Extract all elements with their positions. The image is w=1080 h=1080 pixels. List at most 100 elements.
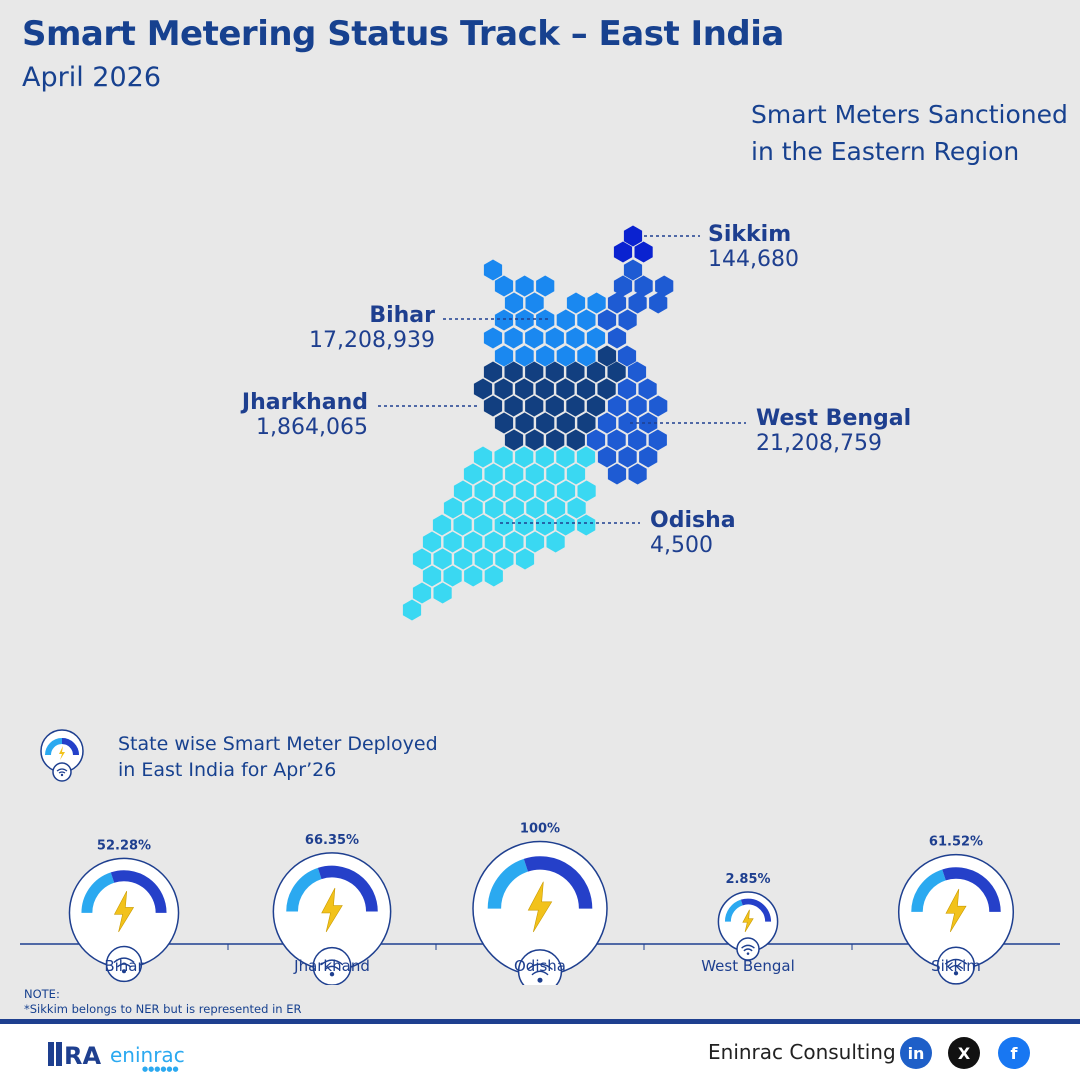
gauge-odisha: [472, 840, 608, 985]
hex-odisha: [473, 446, 493, 468]
hex-odisha: [566, 463, 586, 485]
hex-odisha: [433, 582, 452, 604]
gauge-jharkhand: [272, 852, 392, 985]
hex-odisha: [484, 565, 503, 587]
gauge-arc-light: [911, 869, 947, 913]
brand-name: Eninrac Consulting: [708, 1040, 896, 1064]
hex-jharkhand: [494, 378, 513, 400]
hex-odisha: [485, 497, 504, 519]
wifi-icon: [944, 958, 968, 970]
hex-jharkhand: [586, 361, 606, 383]
hex-odisha: [422, 531, 442, 553]
linkedin-icon[interactable]: in: [900, 1037, 932, 1069]
hex-bihar: [556, 309, 575, 331]
hex-odisha: [495, 480, 514, 502]
hex-jharkhand: [525, 429, 544, 451]
hex-west-bengal: [618, 309, 637, 331]
x-icon[interactable]: X: [948, 1037, 980, 1069]
hex-bihar: [515, 275, 534, 297]
hex-odisha: [505, 497, 524, 519]
hex-odisha: [402, 599, 422, 621]
hex-west-bengal: [617, 345, 637, 367]
note-label: NOTE:: [24, 987, 60, 1001]
hex-jharkhand: [546, 429, 565, 451]
hex-west-bengal: [638, 378, 657, 400]
gauge-bihar: [68, 857, 180, 983]
footer-bar: [0, 1019, 1080, 1080]
page-subtitle: April 2026: [22, 62, 162, 93]
hex-odisha: [443, 565, 462, 587]
hex-bihar: [536, 275, 555, 297]
hex-odisha: [432, 514, 452, 536]
gauge-arc-dark: [110, 870, 167, 914]
label-jharkhand: Jharkhand 1,864,065: [242, 390, 368, 440]
hex-jharkhand: [515, 412, 534, 434]
hex-sikkim: [613, 241, 633, 263]
facebook-icon[interactable]: f: [998, 1037, 1030, 1069]
hex-jharkhand: [586, 395, 606, 417]
hex-bihar: [525, 292, 544, 314]
state-name: Bihar: [369, 303, 435, 328]
hex-jharkhand: [525, 361, 544, 383]
hex-odisha: [495, 548, 514, 570]
gauge-arc-dark: [523, 856, 593, 909]
hex-sikkim: [623, 225, 643, 247]
hex-west-bengal: [617, 378, 637, 400]
hex-jharkhand: [545, 395, 564, 417]
hex-bihar: [504, 327, 523, 349]
svg-text:●●●●●●: ●●●●●●: [142, 1065, 179, 1072]
wifi-dot: [121, 969, 127, 974]
hex-bihar: [586, 327, 606, 349]
data-label: 66.35%: [305, 833, 359, 848]
hex-odisha: [526, 497, 545, 519]
gauge-west-bengal: [717, 891, 779, 961]
hex-west-bengal: [618, 412, 637, 434]
hex-odisha: [515, 548, 535, 570]
hex-west-bengal: [597, 309, 617, 331]
hex-odisha: [535, 446, 554, 468]
hex-odisha: [412, 582, 432, 604]
wifi-icon: [320, 959, 344, 971]
wifi-dot: [746, 952, 750, 955]
eninrac-logo: RA eninrac ●●●●●●: [48, 1042, 185, 1072]
hex-odisha: [464, 531, 483, 553]
hex-bihar: [515, 309, 534, 331]
hex-west-bengal: [649, 395, 668, 417]
hex-west-bengal: [628, 429, 647, 451]
category-label: Bihar: [104, 957, 144, 975]
gauge-arc-light: [487, 858, 529, 909]
wifi-badge: [517, 949, 563, 985]
hex-odisha: [515, 446, 534, 468]
hex-odisha: [443, 531, 462, 553]
hex-odisha: [433, 548, 452, 570]
hex-odisha: [505, 531, 524, 553]
note-text: *Sikkim belongs to NER but is represente…: [24, 1002, 302, 1016]
deployed-title: State wise Smart Meter Deployed in East …: [118, 731, 438, 783]
hex-jharkhand: [576, 378, 596, 400]
wifi-icon: [741, 944, 755, 952]
hex-west-bengal: [649, 292, 668, 314]
hex-west-bengal: [607, 327, 627, 349]
hex-west-bengal: [597, 446, 617, 468]
hex-jharkhand: [504, 395, 523, 417]
hex-west-bengal: [607, 463, 627, 485]
gauge-arc-light: [81, 872, 115, 914]
hex-odisha: [464, 565, 483, 587]
deployment-chart: 52.28% Bihar 66.35% Jharkhand 100% Odisha 2.85…: [20, 822, 1060, 985]
hex-odisha: [453, 514, 472, 536]
hex-odisha: [494, 446, 513, 468]
hex-bihar: [556, 345, 575, 367]
hex-bihar: [587, 292, 606, 314]
category-label: Jharkhand: [293, 957, 370, 975]
page-title: Smart Metering Status Track – East India: [22, 14, 784, 54]
svg-text:RA: RA: [64, 1042, 101, 1070]
category-label: Odisha: [514, 957, 566, 975]
gauge-arc-light: [286, 867, 322, 912]
hex-odisha: [577, 514, 596, 536]
bolt-icon: [527, 881, 553, 933]
hex-jharkhand: [504, 361, 523, 383]
hex-bihar: [494, 309, 514, 331]
gauge-arc-light: [724, 899, 743, 922]
data-label: 61.52%: [929, 835, 983, 850]
hex-odisha: [422, 565, 442, 587]
